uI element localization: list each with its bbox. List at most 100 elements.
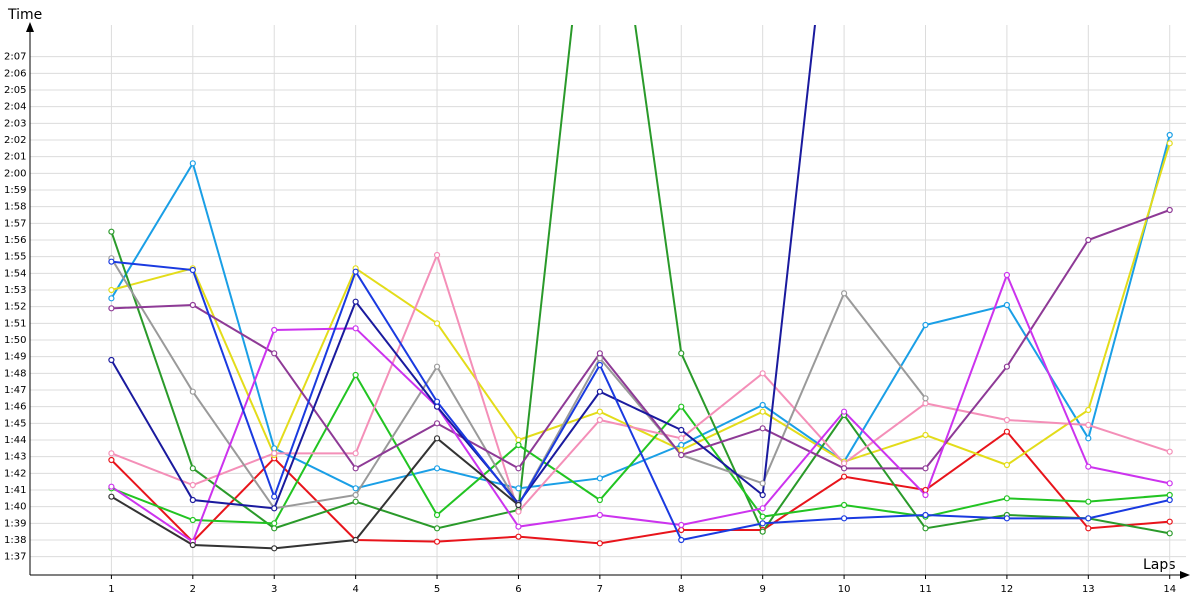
point bbox=[189, 541, 196, 549]
point bbox=[108, 258, 115, 265]
point bbox=[1166, 448, 1173, 455]
point bbox=[596, 408, 603, 415]
point bbox=[433, 251, 441, 259]
point bbox=[596, 361, 603, 369]
point bbox=[678, 441, 685, 449]
point bbox=[271, 520, 278, 527]
point bbox=[515, 533, 522, 540]
point bbox=[515, 465, 522, 472]
y-tick-label: 2:07 bbox=[4, 52, 26, 63]
series-line bbox=[110, 272, 1170, 544]
point bbox=[678, 446, 685, 454]
point bbox=[1085, 525, 1092, 532]
y-tick-label: 2:00 bbox=[4, 168, 26, 179]
series-line bbox=[110, 436, 520, 550]
point bbox=[433, 465, 441, 472]
point bbox=[759, 425, 766, 432]
point bbox=[433, 435, 441, 442]
y-tick-label: 1:52 bbox=[4, 302, 26, 313]
point bbox=[1166, 206, 1173, 214]
point bbox=[1166, 518, 1173, 525]
y-tick-label: 1:41 bbox=[4, 485, 26, 496]
point bbox=[1085, 463, 1092, 470]
x-tick-label: 7 bbox=[597, 584, 603, 595]
point bbox=[515, 436, 522, 444]
point bbox=[433, 363, 441, 370]
y-tick-label: 1:48 bbox=[4, 368, 26, 379]
y-tick-label: 1:53 bbox=[4, 285, 26, 296]
point bbox=[108, 286, 115, 294]
y-axis-title: Time bbox=[7, 7, 42, 23]
x-tick-label: 9 bbox=[759, 584, 765, 595]
point bbox=[1003, 416, 1011, 424]
point bbox=[271, 505, 278, 512]
point bbox=[678, 521, 685, 529]
point bbox=[759, 520, 766, 527]
point bbox=[922, 431, 929, 439]
point bbox=[433, 525, 441, 532]
point bbox=[678, 526, 685, 534]
point bbox=[1166, 530, 1173, 537]
point bbox=[189, 388, 196, 395]
point bbox=[596, 511, 603, 519]
point bbox=[1085, 498, 1092, 505]
point bbox=[108, 456, 115, 464]
x-tick-label: 5 bbox=[434, 584, 440, 595]
point bbox=[271, 525, 278, 532]
point bbox=[352, 298, 359, 305]
point bbox=[1085, 236, 1092, 244]
point bbox=[352, 268, 359, 275]
series-line bbox=[111, 209, 1171, 470]
x-tick-label: 3 bbox=[271, 584, 277, 595]
point bbox=[840, 501, 848, 509]
y-tick-label: 1:59 bbox=[4, 185, 26, 196]
series-line bbox=[111, 260, 1170, 542]
point bbox=[1166, 131, 1173, 139]
point bbox=[678, 350, 685, 357]
point bbox=[352, 485, 359, 492]
y-tick-label: 1:56 bbox=[4, 235, 26, 246]
series-line bbox=[110, 134, 1171, 490]
point bbox=[352, 450, 359, 457]
point bbox=[433, 538, 441, 545]
point bbox=[1085, 406, 1092, 414]
y-tick-label: 1:57 bbox=[4, 218, 26, 229]
point bbox=[922, 486, 929, 494]
point bbox=[271, 545, 278, 552]
point bbox=[189, 481, 196, 489]
point bbox=[840, 473, 848, 480]
plot bbox=[108, 25, 1173, 552]
point bbox=[433, 320, 441, 327]
x-tick-label: 11 bbox=[919, 584, 932, 595]
point bbox=[759, 480, 766, 487]
y-tick-label: 2:05 bbox=[4, 85, 26, 96]
point bbox=[759, 505, 766, 512]
point bbox=[271, 493, 278, 500]
x-tick-label: 4 bbox=[352, 584, 358, 595]
x-tick-label: 1 bbox=[108, 584, 114, 595]
point bbox=[840, 290, 848, 297]
point bbox=[271, 350, 278, 357]
point bbox=[1003, 515, 1011, 522]
point bbox=[678, 451, 685, 459]
y-tick-label: 2:04 bbox=[4, 102, 26, 113]
y-tick-label: 1:38 bbox=[4, 535, 26, 546]
point bbox=[922, 395, 929, 402]
point bbox=[189, 266, 196, 274]
y-tick-label: 1:39 bbox=[4, 518, 26, 529]
point bbox=[515, 508, 522, 515]
x-tick-label: 14 bbox=[1163, 584, 1176, 595]
point bbox=[678, 536, 685, 544]
point bbox=[189, 516, 196, 524]
point bbox=[108, 483, 115, 490]
point bbox=[189, 496, 196, 504]
point bbox=[433, 398, 441, 405]
point bbox=[759, 513, 766, 520]
point bbox=[678, 435, 685, 442]
point bbox=[189, 301, 196, 309]
y-tick-label: 2:03 bbox=[4, 118, 26, 129]
point bbox=[922, 511, 929, 519]
y-tick-label: 2:01 bbox=[4, 152, 26, 163]
y-tick-label: 1:44 bbox=[4, 435, 26, 446]
